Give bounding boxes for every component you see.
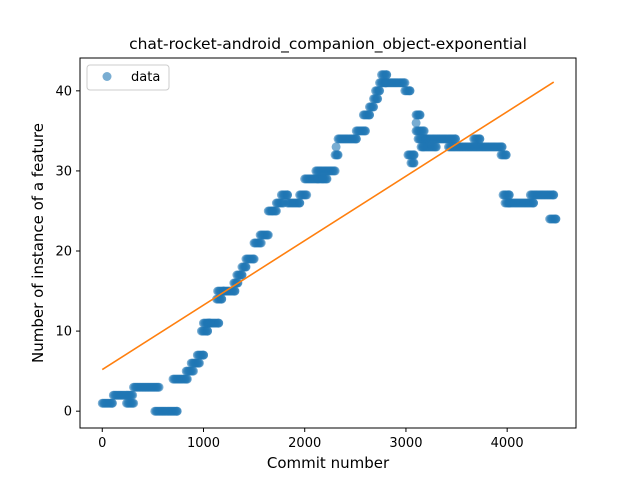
y-axis-label: Number of instance of a feature	[29, 123, 47, 363]
data-point	[230, 286, 240, 296]
data-point	[318, 174, 328, 184]
data-point	[172, 406, 182, 416]
data-point	[154, 382, 164, 392]
data-point	[107, 398, 117, 408]
y-tick-label: 40	[55, 84, 72, 99]
data-point	[217, 294, 227, 304]
data-point	[504, 190, 514, 200]
data-point	[529, 198, 538, 208]
data-point	[333, 150, 343, 160]
data-point	[203, 326, 212, 336]
data-point	[330, 166, 340, 176]
y-axis: 0 10 20 30 40	[55, 84, 80, 420]
x-tick-label: 3000	[389, 436, 422, 451]
data-point	[194, 358, 204, 368]
x-axis: 0 1000 2000 3000 4000	[98, 428, 524, 451]
legend-box	[86, 64, 170, 91]
y-tick-label: 0	[64, 405, 72, 420]
data-point	[405, 86, 415, 96]
data-point	[419, 126, 429, 136]
data-point	[431, 142, 441, 152]
data-point	[497, 142, 507, 152]
data-point	[411, 118, 421, 128]
data-point	[409, 150, 419, 160]
data-point	[237, 270, 247, 280]
data-point	[295, 198, 305, 208]
data-point	[382, 70, 392, 80]
data-point	[369, 102, 379, 112]
data-point	[375, 86, 385, 96]
x-tick-label: 1000	[187, 436, 220, 451]
x-tick-label: 0	[98, 436, 106, 451]
data-point	[128, 390, 138, 400]
data-point	[331, 142, 341, 152]
plot-area-frame	[79, 57, 577, 429]
data-point	[400, 78, 410, 88]
chart-title: chat-rocket-android_companion_object-exp…	[129, 35, 527, 54]
legend-marker	[102, 72, 112, 81]
fit-line-layer	[101, 81, 555, 371]
data-point	[199, 350, 208, 360]
fit-line	[101, 81, 555, 371]
data-point	[551, 214, 561, 224]
data-point	[188, 366, 198, 376]
data-point	[214, 318, 224, 328]
y-tick-label: 30	[55, 164, 72, 179]
data-point	[549, 190, 559, 200]
data-point	[256, 238, 266, 248]
y-tick-label: 10	[55, 325, 72, 340]
data-point	[263, 230, 273, 240]
data-point	[501, 150, 511, 160]
legend-label: data	[131, 70, 160, 85]
data-point	[451, 134, 460, 144]
data-point	[267, 206, 277, 216]
data-point	[351, 134, 361, 144]
data-point	[129, 398, 139, 408]
x-axis-label: Commit number	[267, 454, 390, 472]
data-point	[182, 374, 192, 384]
y-tick-label: 20	[55, 245, 72, 260]
data-point	[373, 94, 383, 104]
data-point	[475, 134, 485, 144]
data-point	[415, 110, 425, 120]
x-tick-label: 2000	[288, 436, 321, 451]
data-point	[418, 142, 428, 152]
data-point	[249, 254, 259, 264]
data-point	[361, 126, 370, 136]
x-tick-label: 4000	[491, 436, 524, 451]
data-point	[409, 158, 419, 168]
data-point	[302, 190, 312, 200]
data-point	[365, 110, 374, 120]
legend: data	[86, 64, 170, 91]
data-point	[283, 190, 292, 200]
data-point	[241, 262, 251, 272]
